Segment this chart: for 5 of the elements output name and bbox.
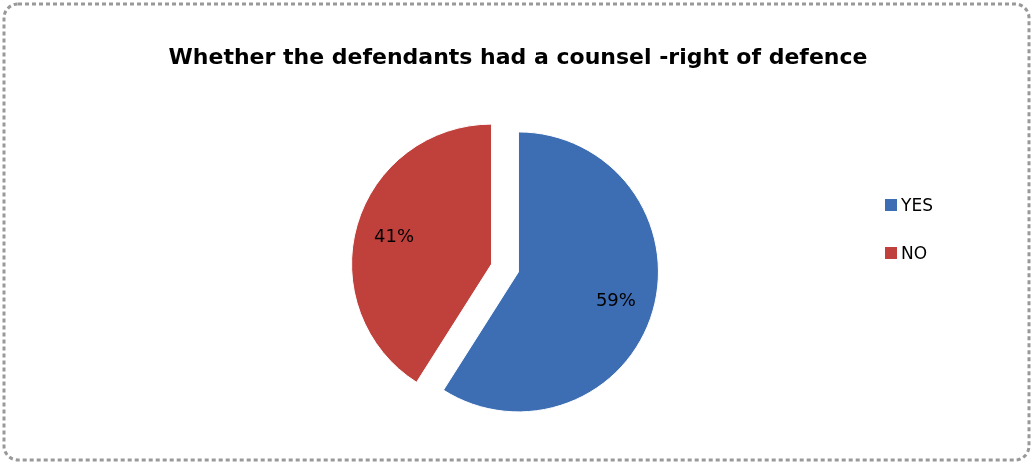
legend-label: YES — [900, 195, 933, 215]
data-label: 59% — [595, 289, 636, 311]
chart-title: Whether the defendants had a counsel -right of defence — [168, 44, 868, 69]
data-label: 41% — [374, 224, 415, 246]
legend-label: NO — [901, 243, 928, 263]
